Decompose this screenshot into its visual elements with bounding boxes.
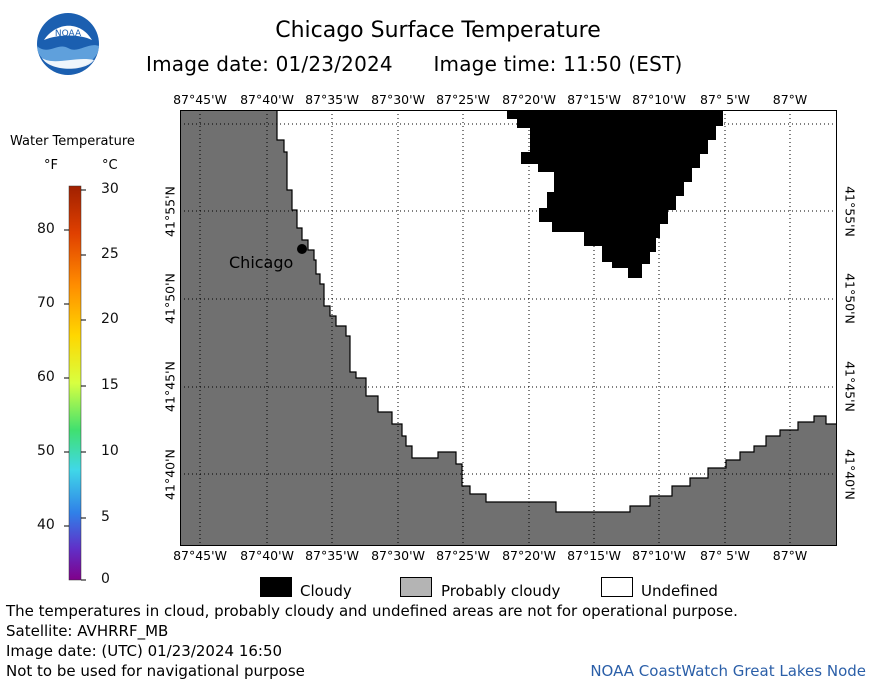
c-tick-30: 30	[101, 181, 119, 197]
lon-label-top: 87°40'W	[240, 92, 294, 107]
c-tick-10: 10	[101, 443, 119, 459]
lat-label-left: 41°55'N	[162, 186, 178, 237]
legend-label-undefined: Undefined	[641, 582, 718, 600]
lat-label-right: 41°45'N	[842, 361, 858, 412]
land-west	[180, 110, 837, 546]
lon-label-top: 87°10'W	[632, 92, 686, 107]
lon-label-bottom: 87°45'W	[173, 548, 227, 563]
image-time-label: Image time: 11:50 (EST)	[433, 52, 683, 76]
lon-label-bottom: 87°35'W	[305, 548, 359, 563]
legend-swatch-undefined	[601, 577, 633, 597]
f-tick-50: 50	[37, 443, 55, 459]
utc-date-text: Image date: (UTC) 01/23/2024 16:50	[6, 642, 283, 660]
page-title: Chicago Surface Temperature	[275, 18, 601, 43]
lat-label-left: 41°45'N	[162, 361, 178, 412]
f-tick-70: 70	[37, 295, 55, 311]
lon-label-bottom: 87°30'W	[371, 548, 425, 563]
c-tick-5: 5	[101, 509, 110, 525]
lon-label-bottom: 87° 5'W	[700, 548, 750, 563]
noaa-logo: NOAA	[37, 13, 99, 75]
f-tick-80: 80	[37, 221, 55, 237]
lat-label-right: 41°55'N	[842, 186, 858, 237]
colorbar-unit-c: °C	[102, 158, 118, 173]
f-tick-40: 40	[37, 517, 55, 533]
lat-label-right: 41°50'N	[842, 273, 858, 324]
lat-label-left: 41°50'N	[162, 273, 178, 324]
lon-label-bottom: 87°15'W	[567, 548, 621, 563]
disclaimer-text: The temperatures in cloud, probably clou…	[6, 602, 738, 620]
cloud-area	[507, 110, 723, 278]
image-datetime: Image date: 01/23/2024 Image time: 11:50…	[146, 52, 716, 76]
colorbar-unit-f: °F	[44, 158, 58, 173]
lon-label-top: 87°W	[772, 92, 808, 107]
graticule	[180, 110, 837, 546]
lon-label-top: 87°20'W	[502, 92, 556, 107]
city-label-chicago: Chicago	[229, 253, 294, 272]
lat-label-left: 41°40'N	[162, 449, 178, 500]
lon-label-bottom: 87°10'W	[632, 548, 686, 563]
colorbar	[64, 185, 86, 581]
lon-label-bottom: 87°W	[772, 548, 808, 563]
node-credit: NOAA CoastWatch Great Lakes Node	[590, 662, 866, 680]
image-date-label: Image date: 01/23/2024	[146, 52, 393, 76]
legend-label-cloudy: Cloudy	[300, 582, 352, 600]
lon-label-top: 87°15'W	[567, 92, 621, 107]
lon-label-top: 87°30'W	[371, 92, 425, 107]
legend-swatch-cloudy	[260, 577, 292, 597]
map-panel	[180, 110, 837, 546]
lon-label-bottom: 87°40'W	[240, 548, 294, 563]
colorbar-title: Water Temperature	[10, 134, 135, 149]
coastline	[276, 110, 837, 513]
lon-label-bottom: 87°25'W	[436, 548, 490, 563]
lon-label-top: 87°25'W	[436, 92, 490, 107]
lon-label-bottom: 87°20'W	[502, 548, 556, 563]
chicago-marker	[297, 244, 307, 254]
c-tick-20: 20	[101, 311, 119, 327]
c-tick-0: 0	[101, 571, 110, 587]
lat-label-right: 41°40'N	[842, 449, 858, 500]
legend-swatch-probably-cloudy	[400, 577, 432, 597]
navigation-warning: Not to be used for navigational purpose	[6, 662, 305, 680]
lon-label-top: 87°45'W	[173, 92, 227, 107]
lon-label-top: 87° 5'W	[700, 92, 750, 107]
lon-label-top: 87°35'W	[305, 92, 359, 107]
f-tick-60: 60	[37, 369, 55, 385]
legend-label-probably-cloudy: Probably cloudy	[441, 582, 561, 600]
map-frame	[180, 110, 837, 546]
c-tick-15: 15	[101, 377, 119, 393]
c-tick-25: 25	[101, 246, 119, 262]
noaa-logo-text: NOAA	[55, 29, 82, 39]
satellite-text: Satellite: AVHRRF_MB	[6, 622, 169, 640]
